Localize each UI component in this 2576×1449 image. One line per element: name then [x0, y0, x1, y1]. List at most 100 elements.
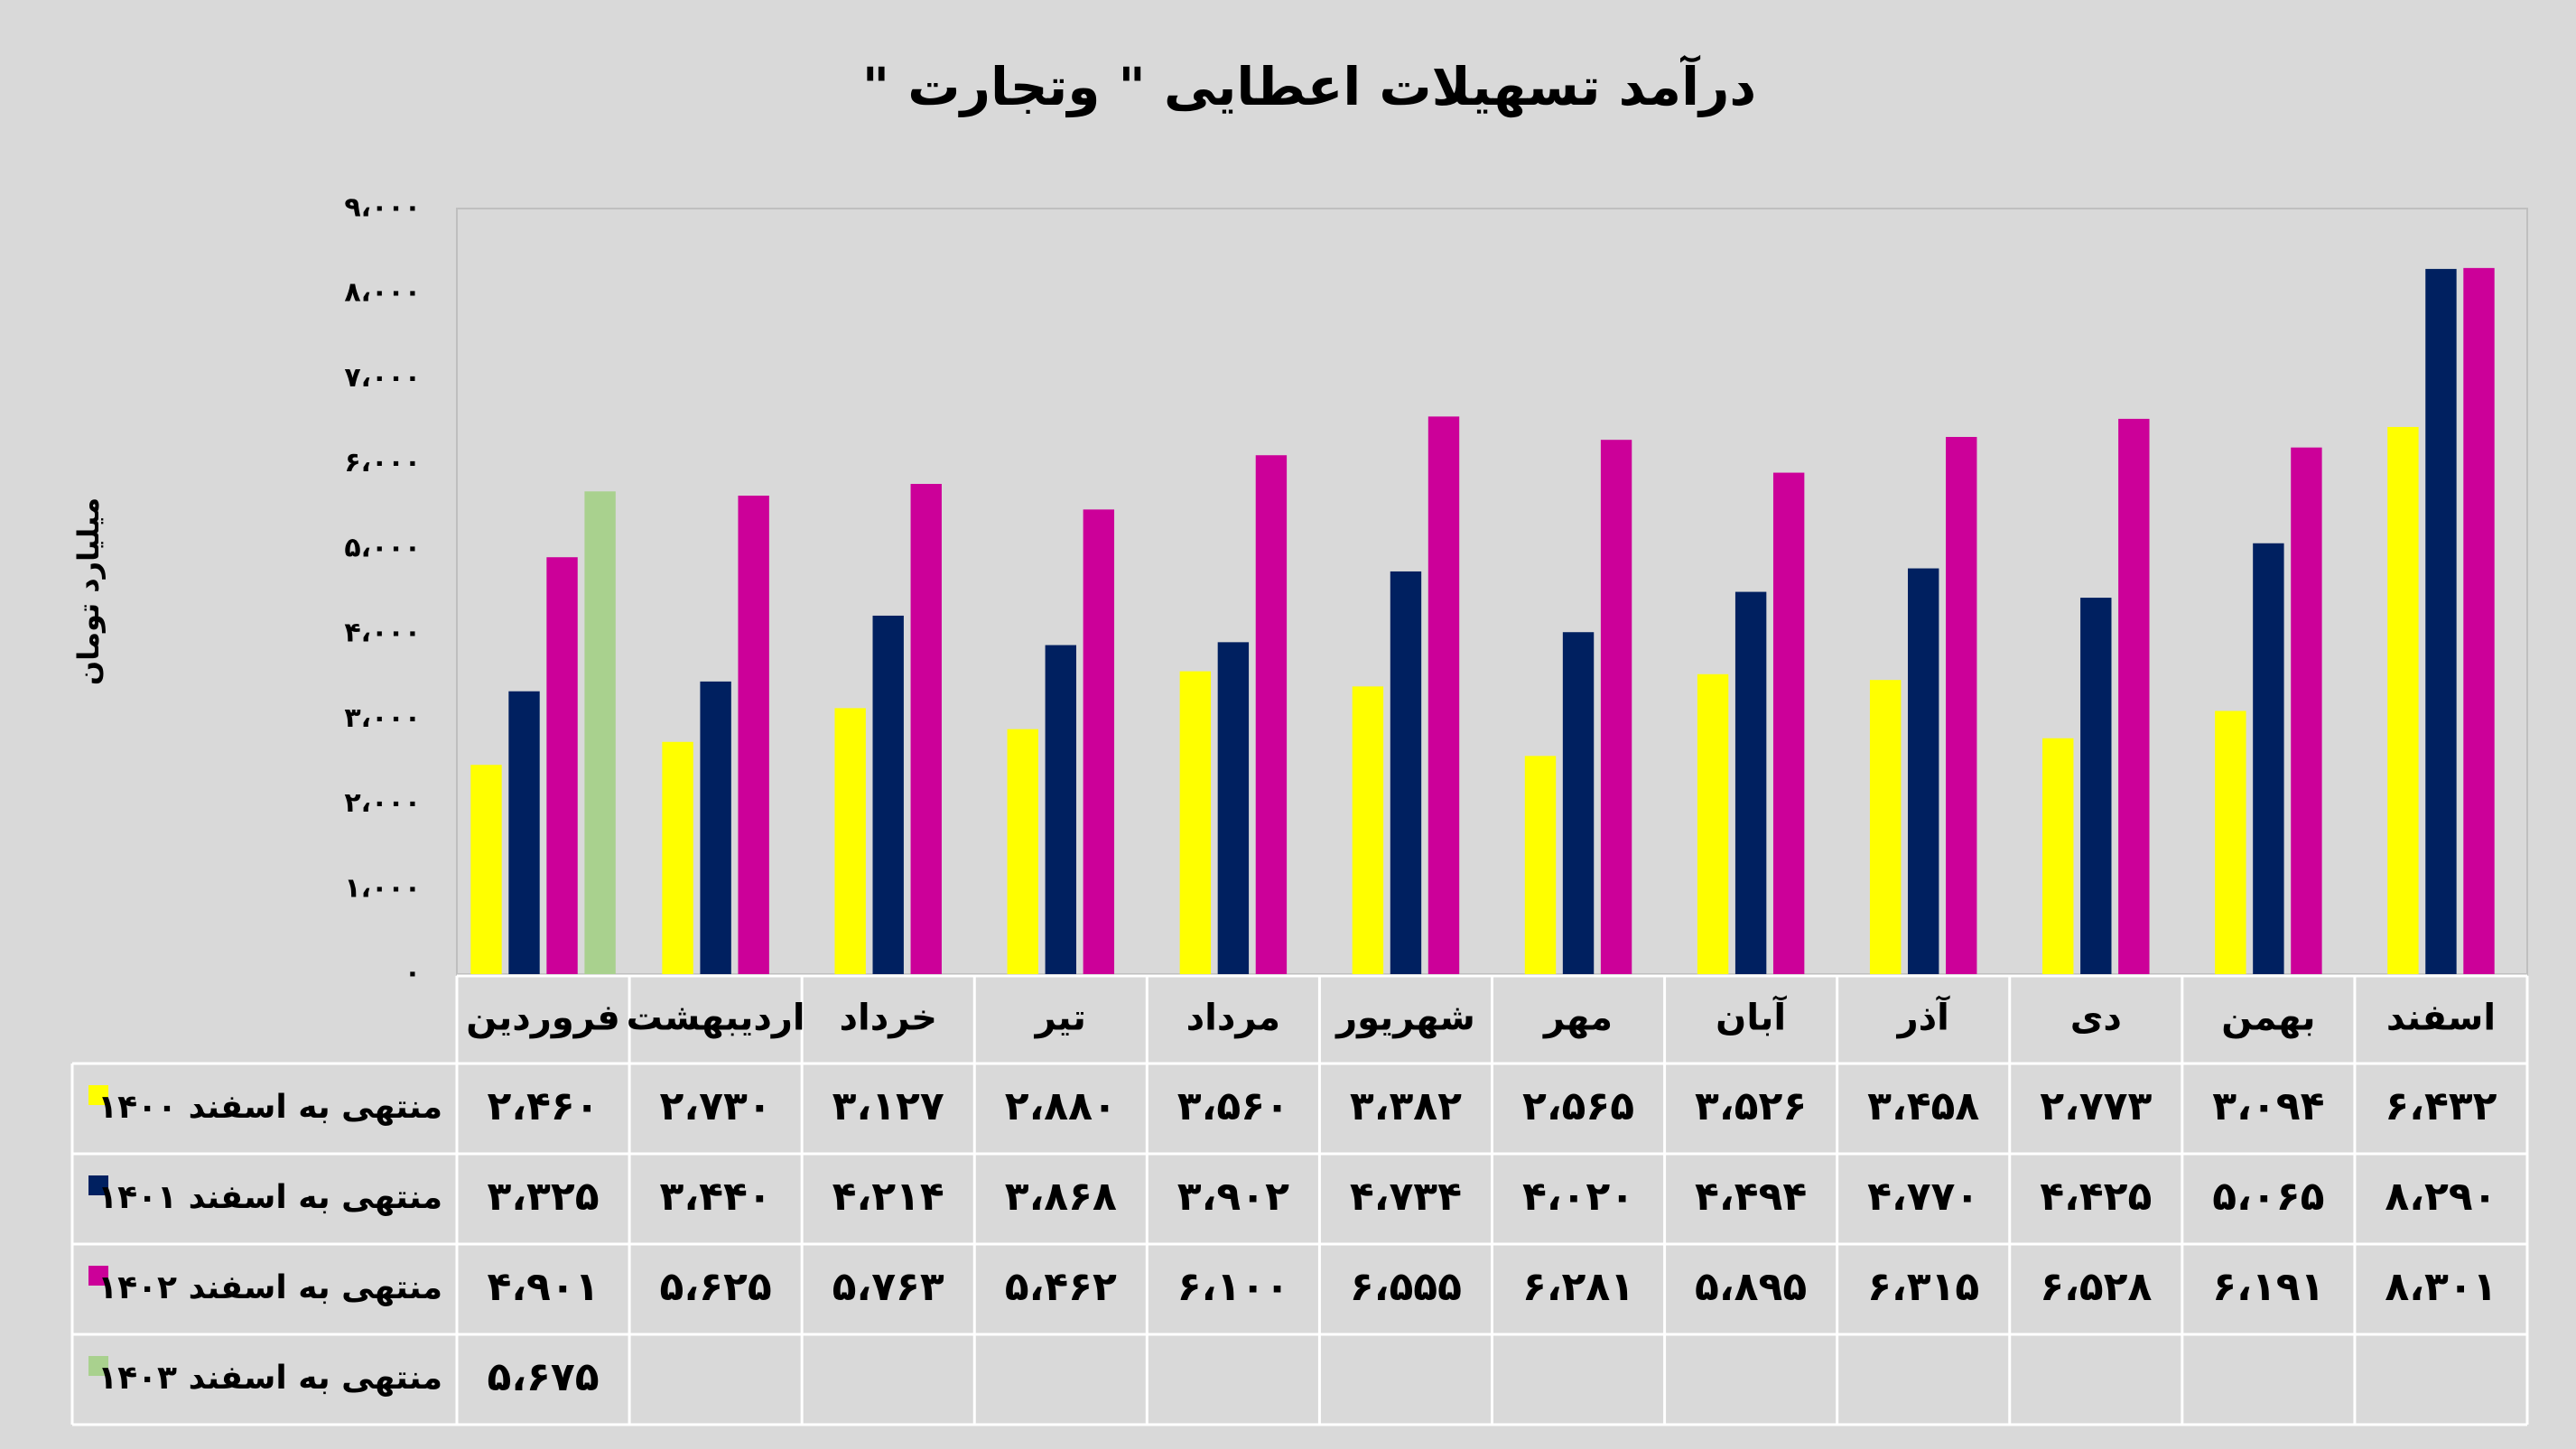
data-label: ۴،۴۹۴ — [1695, 1174, 1807, 1220]
plot-area — [456, 208, 2528, 975]
data-label: ۲،۸۸۰ — [1005, 1083, 1117, 1129]
data-label: ۳،۴۴۰ — [660, 1174, 772, 1220]
bar — [1007, 729, 1038, 974]
bar — [508, 691, 540, 974]
x-tick-label: مهر — [1542, 998, 1613, 1039]
bar — [1255, 455, 1288, 974]
x-tick-label: شهریور — [1334, 998, 1475, 1039]
x-tick-label: خرداد — [839, 998, 936, 1039]
data-label: ۳،۴۵۸ — [1867, 1083, 1979, 1129]
y-tick-label: ۳،۰۰۰ — [344, 702, 421, 734]
data-label: ۳،۱۲۷ — [832, 1083, 944, 1129]
y-tick-label: ۷،۰۰۰ — [344, 362, 421, 394]
data-label: ۵،۶۲۵ — [660, 1264, 772, 1310]
data-label: ۶،۵۲۸ — [2040, 1264, 2152, 1310]
bar — [470, 765, 502, 974]
bar — [1390, 571, 1422, 974]
bar — [1427, 416, 1460, 975]
legend-swatch — [88, 1175, 108, 1195]
bar — [2291, 447, 2322, 974]
legend-swatch — [88, 1266, 108, 1286]
bar — [584, 491, 616, 974]
x-tick-label: اسفند — [2386, 998, 2496, 1039]
data-label: ۶،۲۸۱ — [1522, 1264, 1634, 1310]
y-tick-label: ۹،۰۰۰ — [344, 192, 421, 224]
data-label: ۶،۱۰۰ — [1177, 1264, 1289, 1310]
bar — [1083, 509, 1115, 974]
x-tick-label: بهمن — [2221, 998, 2315, 1039]
legend-label: منتهی به اسفند ۱۴۰۳ — [98, 1360, 442, 1397]
bar — [2080, 598, 2112, 974]
x-tick-label: مرداد — [1186, 998, 1280, 1039]
bar — [2215, 711, 2246, 974]
legend-label: منتهی به اسفند ۱۴۰۱ — [98, 1179, 442, 1216]
bar — [1352, 686, 1384, 974]
data-label: ۴،۷۳۴ — [1350, 1174, 1462, 1220]
bar — [1908, 568, 1939, 974]
bar — [1869, 680, 1902, 974]
bar — [834, 708, 866, 974]
bar — [910, 483, 942, 974]
y-tick-label: ۵،۰۰۰ — [344, 532, 421, 563]
bar — [1697, 673, 1729, 974]
data-label: ۴،۷۷۰ — [1867, 1174, 1979, 1220]
bar — [1946, 436, 1977, 974]
bar — [872, 615, 904, 974]
x-tick-label: آبان — [1716, 995, 1787, 1039]
y-tick-label: ۴،۰۰۰ — [344, 618, 421, 649]
x-tick-label: اردیبهشت — [627, 998, 805, 1039]
data-label: ۳،۵۶۰ — [1177, 1083, 1289, 1129]
legend-label: منتهی به اسفند ۱۴۰۰ — [98, 1089, 442, 1126]
data-label: ۲،۵۶۵ — [1522, 1083, 1634, 1129]
legend-label: منتهی به اسفند ۱۴۰۲ — [98, 1269, 442, 1306]
data-label: ۲،۴۶۰ — [487, 1083, 599, 1129]
data-label: ۵،۷۶۳ — [832, 1264, 944, 1310]
x-tick-label: آذر — [1896, 995, 1951, 1039]
bar — [2463, 267, 2495, 974]
data-label: ۶،۴۳۲ — [2385, 1083, 2497, 1129]
data-label: ۲،۷۷۳ — [2040, 1083, 2152, 1129]
bar — [1600, 440, 1632, 975]
data-label: ۶،۳۱۵ — [1867, 1264, 1979, 1310]
y-tick-label: ۲،۰۰۰ — [344, 787, 421, 819]
bar — [700, 681, 731, 974]
data-label: ۵،۰۶۵ — [2212, 1174, 2324, 1220]
chart-title: درآمد تسهیلات اعطایی " وتجارت " — [862, 54, 1756, 118]
data-label: ۸،۲۹۰ — [2385, 1174, 2497, 1220]
x-tick-label: فروردین — [466, 998, 620, 1039]
bar — [662, 741, 693, 974]
x-tick-label: تیر — [1034, 998, 1086, 1039]
bar — [546, 557, 578, 974]
data-label: ۳،۸۶۸ — [1005, 1174, 1117, 1220]
data-label: ۳،۹۰۲ — [1177, 1174, 1289, 1220]
data-label: ۳،۰۹۴ — [2212, 1083, 2324, 1129]
bar — [2387, 426, 2419, 975]
data-label: ۶،۱۹۱ — [2212, 1264, 2324, 1310]
bar — [1562, 632, 1595, 974]
bar — [2042, 738, 2074, 974]
data-label: ۴،۴۲۵ — [2040, 1174, 2152, 1220]
x-tick-label: دی — [2070, 998, 2122, 1039]
y-tick-label: ۸،۰۰۰ — [344, 277, 421, 309]
data-label: ۵،۶۷۵ — [487, 1354, 599, 1400]
y-tick-label: ۱،۰۰۰ — [344, 872, 421, 904]
data-label: ۴،۹۰۱ — [487, 1264, 599, 1310]
data-label: ۵،۴۶۲ — [1005, 1264, 1117, 1310]
data-label: ۵،۸۹۵ — [1695, 1264, 1807, 1310]
data-label: ۸،۳۰۱ — [2385, 1264, 2497, 1310]
data-label: ۶،۵۵۵ — [1350, 1264, 1462, 1310]
data-label: ۴،۰۲۰ — [1522, 1174, 1634, 1220]
bar — [1772, 472, 1805, 974]
data-label: ۳،۵۲۶ — [1695, 1083, 1807, 1129]
bar — [2253, 543, 2284, 974]
bar — [1217, 642, 1250, 974]
bar — [738, 496, 769, 974]
bar — [1524, 756, 1557, 974]
data-label: ۳،۳۲۵ — [487, 1174, 599, 1220]
bar — [2425, 268, 2457, 974]
legend-swatch — [88, 1356, 108, 1376]
y-tick-label: ۶،۰۰۰ — [344, 447, 421, 478]
y-axis-label: میلیارد تومان — [71, 497, 106, 685]
bar — [1045, 645, 1076, 974]
